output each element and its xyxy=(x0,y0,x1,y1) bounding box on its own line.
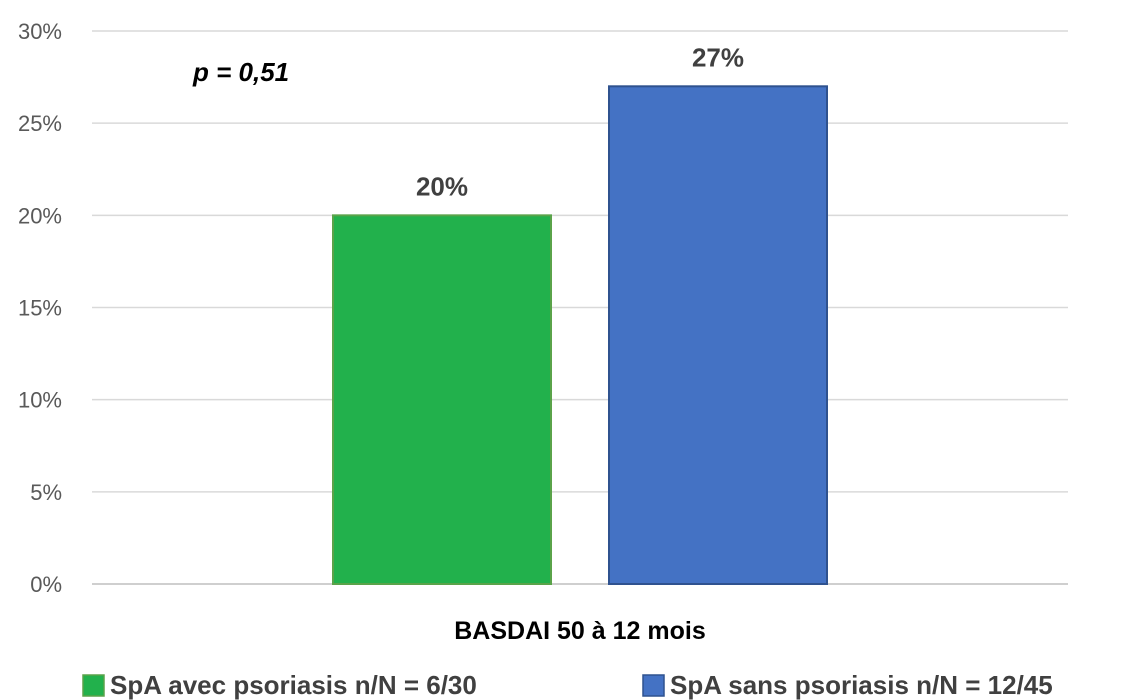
legend-swatch-1 xyxy=(82,674,105,697)
data-label: 27% xyxy=(692,42,744,72)
bars xyxy=(332,85,828,586)
y-tick-label: 20% xyxy=(18,203,62,228)
legend-label-1: SpA avec psoriasis n/N = 6/30 xyxy=(110,670,477,700)
y-tick-label: 30% xyxy=(18,19,62,44)
y-tick-label: 25% xyxy=(18,111,62,136)
gridlines xyxy=(92,30,1068,585)
data-labels: 20% 27% xyxy=(416,42,744,201)
y-tick-label: 10% xyxy=(18,388,62,413)
y-tick-label: 15% xyxy=(18,296,62,321)
data-label: 20% xyxy=(416,171,468,201)
legend: SpA avec psoriasis n/N = 6/30 SpA sans ps… xyxy=(82,670,1053,700)
y-tick-label: 0% xyxy=(30,572,62,597)
p-value-annotation: p = 0,51 xyxy=(192,57,289,87)
legend-swatch-2 xyxy=(642,674,665,697)
y-tick-label: 5% xyxy=(30,480,62,505)
y-axis-ticks: 0% 5% 10% 15% 20% 25% 30% xyxy=(18,19,62,597)
bar-series-1 xyxy=(332,214,552,585)
x-category-label: BASDAI 50 à 12 mois xyxy=(454,617,706,645)
bar-series-2 xyxy=(608,85,828,586)
legend-label-2: SpA sans psoriasis n/N = 12/45 xyxy=(670,670,1053,700)
